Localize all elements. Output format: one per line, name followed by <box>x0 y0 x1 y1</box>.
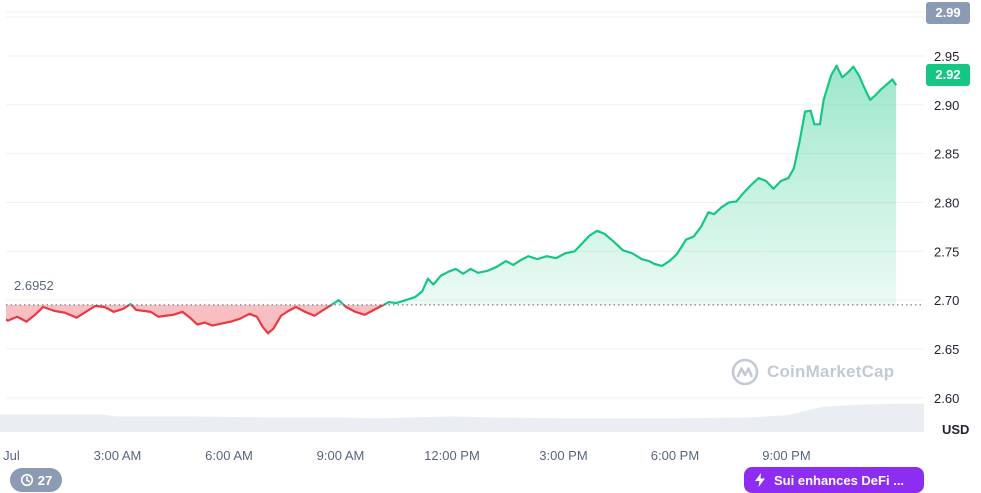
volume-area <box>0 403 924 432</box>
x-tick-label: 9:00 PM <box>762 448 810 463</box>
currency-label: USD <box>942 422 970 437</box>
y-tick-label: 2.85 <box>934 147 959 162</box>
coinmarketcap-watermark: CoinMarketCap <box>731 358 894 386</box>
lightning-icon <box>755 473 765 487</box>
y-tick-label: 2.65 <box>934 342 959 357</box>
y-tick-label: 2.70 <box>934 293 959 308</box>
x-tick-label: 6:00 AM <box>205 448 253 463</box>
watermark-text: CoinMarketCap <box>767 362 895 381</box>
news-event-text: Sui enhances DeFi ... <box>774 472 905 488</box>
price-line-down <box>6 304 386 335</box>
price-area-down <box>6 304 897 334</box>
news-event-button[interactable]: Sui enhances DeFi ... <box>744 467 924 493</box>
y-tick-label: 2.80 <box>934 195 959 210</box>
x-tick-label: 12:00 PM <box>424 448 480 463</box>
reference-price-label: 2.6952 <box>6 276 60 296</box>
x-tick-label: 2 Jul <box>0 448 20 463</box>
y-tick-label: 2.95 <box>934 49 959 64</box>
x-tick-label: 9:00 AM <box>317 448 365 463</box>
x-tick-label: 3:00 AM <box>94 448 142 463</box>
top-price-badge: 2.99 <box>926 2 970 24</box>
x-tick-label: 3:00 PM <box>539 448 587 463</box>
y-tick-label: 2.60 <box>934 391 959 406</box>
price-line-up <box>127 64 898 305</box>
x-tick-label: 6:00 PM <box>651 448 699 463</box>
y-tick-label: 2.90 <box>934 98 959 113</box>
y-tick-label: 2.75 <box>934 244 959 259</box>
history-button[interactable]: 27 <box>10 468 62 492</box>
current-price-badge: 2.92 <box>926 64 970 86</box>
history-icon <box>20 473 33 487</box>
price-area-up <box>129 65 897 305</box>
history-count: 27 <box>37 472 53 488</box>
coinmarketcap-logo-icon <box>731 358 759 386</box>
